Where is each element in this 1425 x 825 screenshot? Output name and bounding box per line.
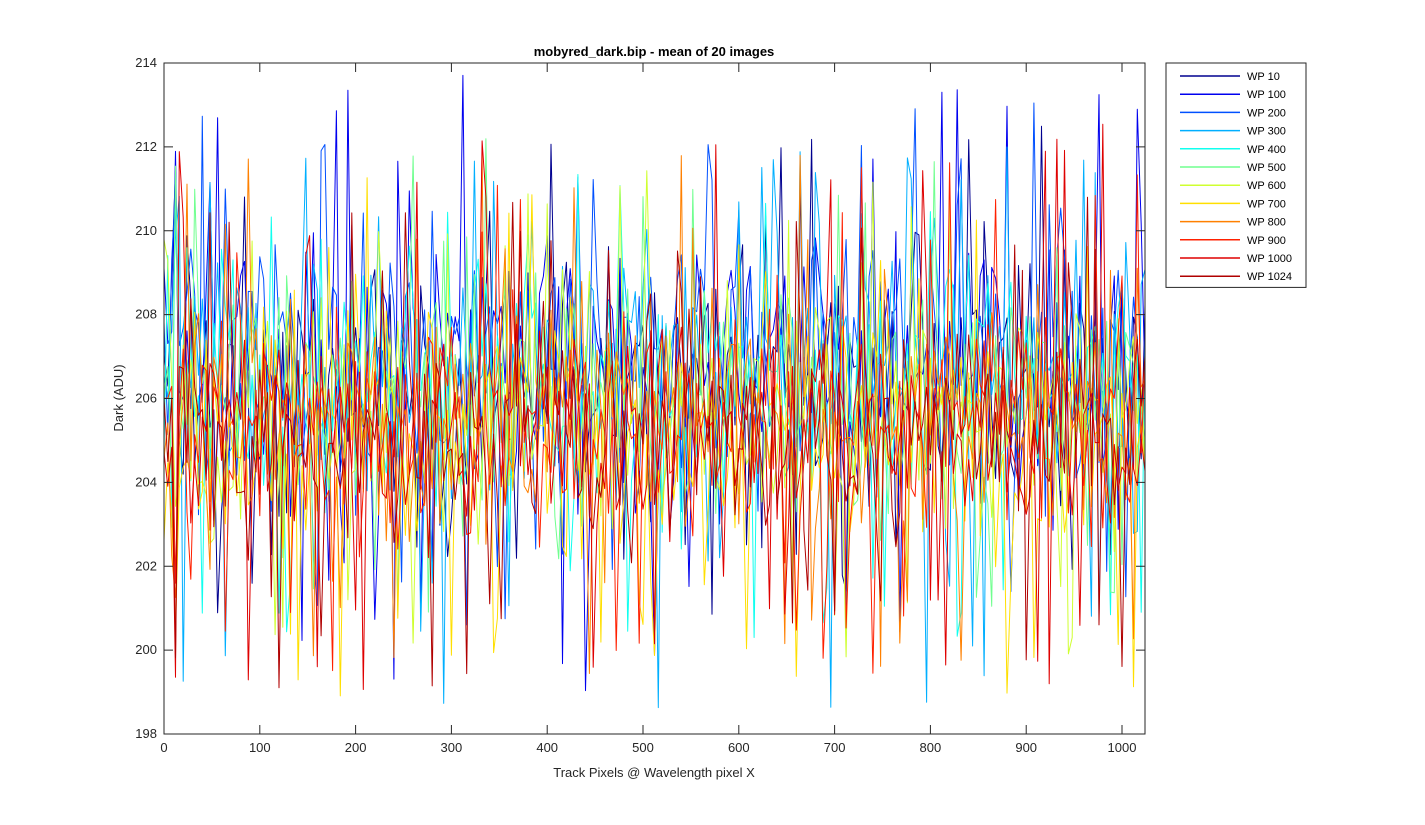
x-tick-label: 1000 bbox=[1108, 740, 1137, 755]
x-tick-label: 300 bbox=[441, 740, 463, 755]
x-tick-label: 200 bbox=[345, 740, 367, 755]
y-axis-label: Dark (ADU) bbox=[111, 364, 126, 431]
chart-title: mobyred_dark.bip - mean of 20 images bbox=[534, 44, 775, 59]
y-tick-label: 202 bbox=[135, 558, 157, 573]
legend-label[interactable]: WP 600 bbox=[1247, 180, 1286, 192]
legend-label[interactable]: WP 100 bbox=[1247, 89, 1286, 101]
legend-label[interactable]: WP 10 bbox=[1247, 71, 1280, 83]
x-tick-label: 700 bbox=[824, 740, 846, 755]
legend-label[interactable]: WP 1000 bbox=[1247, 253, 1292, 265]
legend-label[interactable]: WP 500 bbox=[1247, 162, 1286, 174]
series-line-wp-200 bbox=[164, 102, 1145, 626]
axes: 0 100 200 300 400 500 600 700 800 900 1000 198 200 20… bbox=[135, 55, 1146, 755]
y-tick-label: 214 bbox=[135, 55, 157, 70]
legend-label[interactable]: WP 800 bbox=[1247, 217, 1286, 229]
x-tick-label: 900 bbox=[1015, 740, 1037, 755]
x-tick-label: 500 bbox=[632, 740, 654, 755]
x-axis-label: Track Pixels @ Wavelength pixel X bbox=[553, 765, 755, 780]
x-tick-label: 400 bbox=[536, 740, 558, 755]
legend-label[interactable]: WP 1024 bbox=[1247, 271, 1292, 283]
y-tick-label: 206 bbox=[135, 391, 157, 406]
y-tick-label: 212 bbox=[135, 139, 157, 154]
y-tick-label: 204 bbox=[135, 474, 157, 489]
x-tick-label: 800 bbox=[920, 740, 942, 755]
legend-label[interactable]: WP 400 bbox=[1247, 144, 1286, 156]
x-tick-label: 0 bbox=[160, 740, 167, 755]
x-tick-label: 100 bbox=[249, 740, 271, 755]
legend-label[interactable]: WP 200 bbox=[1247, 107, 1286, 119]
legend-box bbox=[1165, 62, 1307, 288]
series-line-wp-1024 bbox=[164, 196, 1145, 689]
y-tick-label: 198 bbox=[135, 726, 157, 741]
series-lines bbox=[164, 74, 1145, 709]
legend[interactable]: WP 10 WP 100 WP 200 WP 300 WP 400 WP 500 WP 60… bbox=[1165, 62, 1307, 288]
y-tick-label: 210 bbox=[135, 223, 157, 238]
legend-label[interactable]: WP 900 bbox=[1247, 235, 1286, 247]
series-line-wp-700 bbox=[164, 177, 1145, 697]
x-tick-label: 600 bbox=[728, 740, 750, 755]
y-tick-label: 208 bbox=[135, 307, 157, 322]
legend-label[interactable]: WP 300 bbox=[1247, 126, 1286, 138]
plot-area bbox=[164, 63, 1145, 734]
y-tick-label: 200 bbox=[135, 642, 157, 657]
series-line-wp-1000 bbox=[164, 123, 1145, 690]
legend-label[interactable]: WP 700 bbox=[1247, 198, 1286, 210]
